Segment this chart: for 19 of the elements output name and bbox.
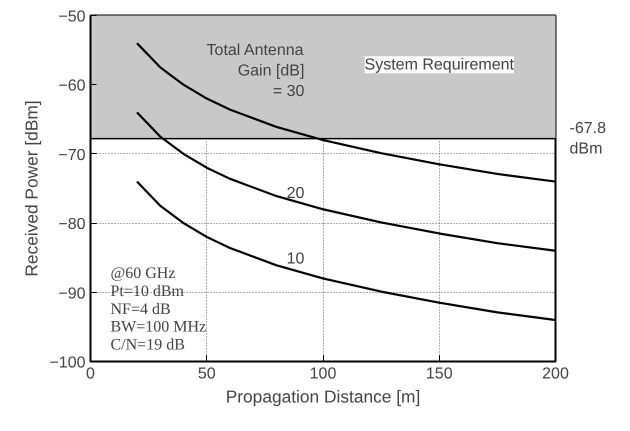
ref-line-label: -67.8 dBm <box>570 120 606 158</box>
annotation: Total Antenna Gain [dB] = 30 <box>206 42 304 100</box>
y-axis-title: Received Power [dBm] <box>21 100 42 277</box>
x-tick-label: 50 <box>198 366 216 382</box>
annotation: 20 <box>286 184 304 202</box>
y-tick-label: −60 <box>58 78 86 95</box>
annotation: @60 GHz Pt=10 dBm NF=4 dB BW=100 MHz C/N=19 dB <box>110 265 206 354</box>
y-tick-label: −80 <box>58 216 86 234</box>
y-tick-label: −90 <box>58 285 86 302</box>
x-tick-label: 100 <box>310 366 336 382</box>
y-tick-label: −50 <box>58 8 86 26</box>
y-tick-label: −100 <box>49 354 86 372</box>
band-label: System Requirement <box>364 56 514 74</box>
y-tick-label: −70 <box>58 146 86 164</box>
x-axis-title: Propagation Distance [m] <box>226 386 420 406</box>
x-tick-label: 150 <box>426 366 453 382</box>
x-tick-label: 200 <box>542 366 569 382</box>
x-tick-label: 0 <box>86 366 96 382</box>
annotation: 10 <box>286 250 304 268</box>
